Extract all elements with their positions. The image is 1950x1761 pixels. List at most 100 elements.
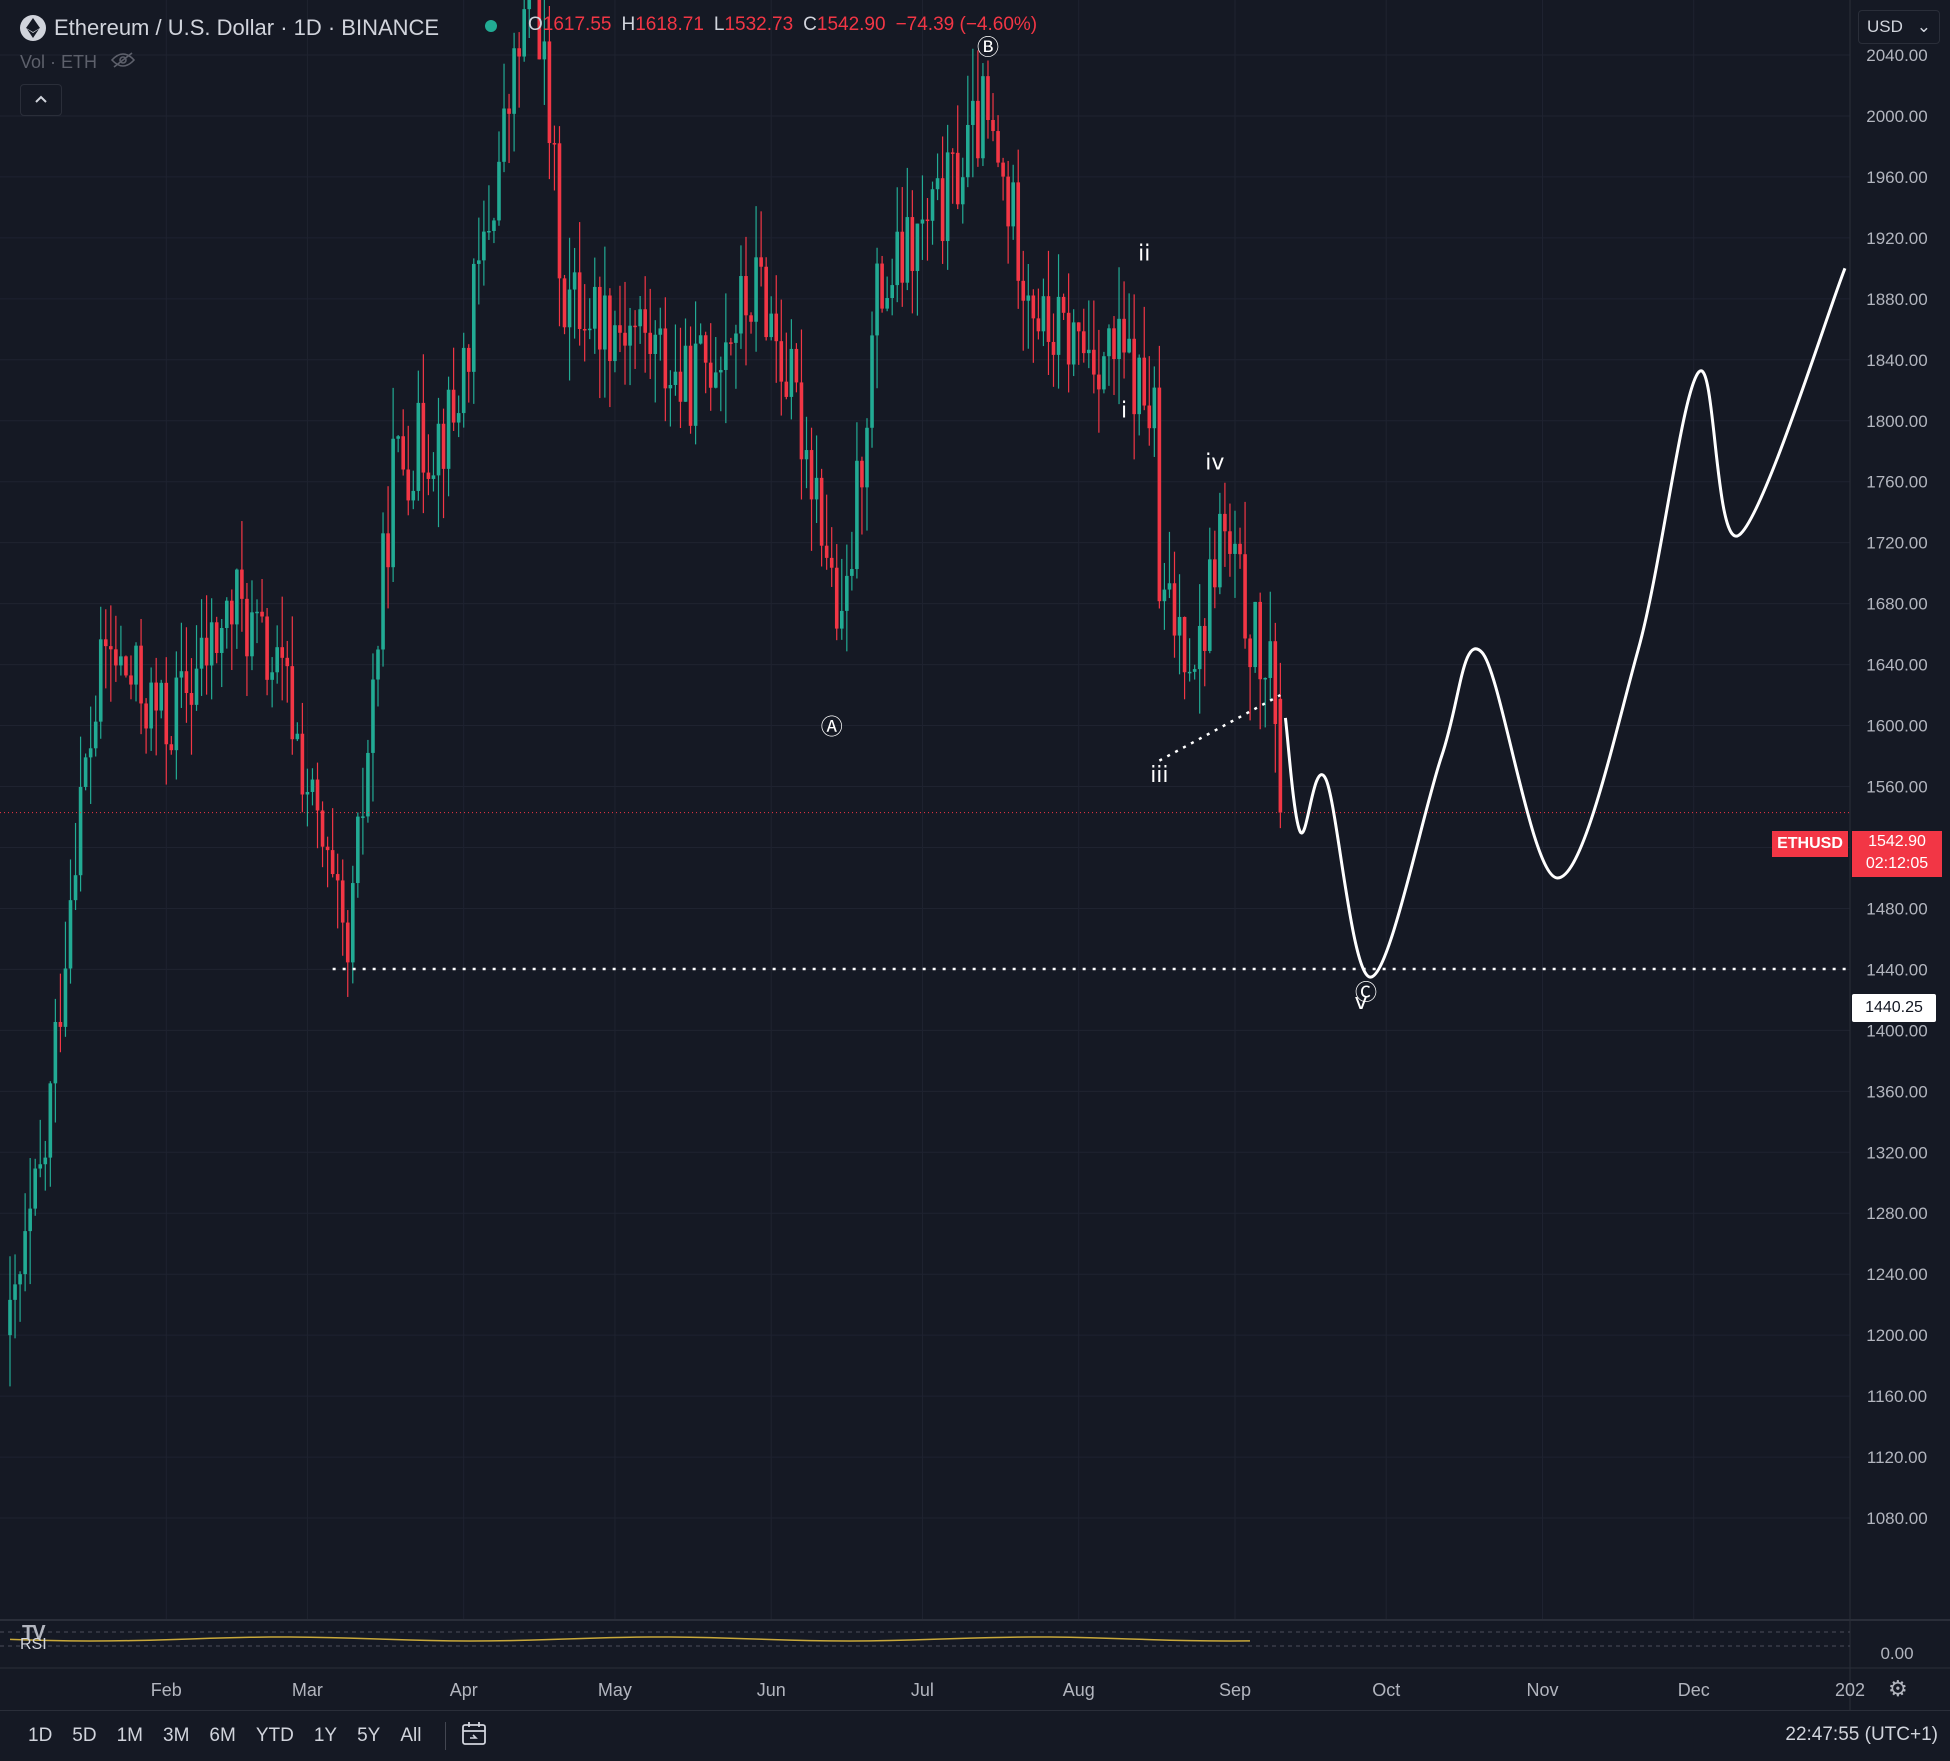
candle-body bbox=[845, 575, 849, 611]
candle-body bbox=[1107, 328, 1111, 357]
wave-label[interactable]: ii bbox=[1138, 242, 1150, 267]
candle-body bbox=[628, 325, 632, 346]
range-all-button[interactable]: All bbox=[400, 1725, 422, 1746]
candle-body bbox=[487, 230, 491, 233]
y-tick-label: 1760.00 bbox=[1866, 473, 1927, 492]
candle-body bbox=[971, 100, 975, 125]
candle-body bbox=[960, 177, 965, 205]
candle-body bbox=[386, 533, 390, 568]
horizontal-level-tag[interactable]: 1440.25 bbox=[1852, 994, 1936, 1022]
candle-body bbox=[1207, 559, 1212, 651]
candle-body bbox=[426, 472, 431, 479]
x-tick-label: Mar bbox=[292, 1680, 323, 1700]
x-tick-label: Jun bbox=[757, 1680, 786, 1700]
tradingview-logo-icon[interactable]: TV bbox=[22, 1622, 46, 1644]
candle-body bbox=[507, 108, 511, 114]
candle-body bbox=[194, 668, 199, 705]
candle-body bbox=[502, 108, 506, 162]
candle-body bbox=[109, 646, 113, 650]
x-tick-label: Nov bbox=[1526, 1680, 1558, 1700]
candle-body bbox=[139, 645, 143, 704]
volume-label: Vol · ETH bbox=[20, 52, 98, 72]
range-3m-button[interactable]: 3M bbox=[163, 1725, 190, 1746]
wave-label[interactable]: Ⓐ bbox=[821, 716, 843, 741]
projection-path[interactable] bbox=[1283, 267, 1847, 979]
candle-body bbox=[1127, 338, 1131, 353]
candle-body bbox=[517, 48, 521, 57]
collapse-legend-button[interactable] bbox=[20, 84, 62, 116]
wave-label[interactable]: Ⓒ bbox=[1355, 981, 1377, 1006]
candle-body bbox=[1167, 583, 1172, 590]
candle-body bbox=[739, 276, 743, 334]
candle-body bbox=[915, 223, 920, 272]
y-tick-label: 1880.00 bbox=[1866, 290, 1927, 309]
range-ytd-button[interactable]: YTD bbox=[255, 1725, 294, 1746]
candle-body bbox=[678, 371, 683, 402]
range-1y-button[interactable]: 1Y bbox=[313, 1725, 338, 1746]
range-6m-button[interactable]: 6M bbox=[209, 1725, 236, 1746]
candle-body bbox=[603, 295, 607, 350]
candle-body bbox=[744, 276, 748, 316]
range-1d-button[interactable]: 1D bbox=[28, 1725, 53, 1746]
currency-select[interactable]: USD ⌄ bbox=[1858, 10, 1940, 44]
candle-body bbox=[68, 900, 73, 969]
candle-body bbox=[33, 1168, 38, 1209]
symbol-title[interactable]: Ethereum / U.S. Dollar · 1D · BINANCE bbox=[54, 15, 440, 40]
candle-body bbox=[950, 152, 955, 154]
candle-body bbox=[371, 679, 375, 753]
candle-body bbox=[688, 345, 693, 426]
candle-body bbox=[1076, 322, 1081, 332]
y-tick-label: 1240.00 bbox=[1866, 1265, 1927, 1284]
candle-body bbox=[1006, 176, 1010, 227]
price-axis: 2040.00 2000.00 1960.00 1920.00 1880.00 1840.… bbox=[1866, 46, 1927, 1528]
candle-body bbox=[461, 347, 466, 414]
candle-body bbox=[834, 567, 839, 629]
candle-body bbox=[310, 779, 315, 792]
range-1m-button[interactable]: 1M bbox=[116, 1725, 143, 1746]
candle-body bbox=[935, 178, 940, 190]
current-price: 1542.90 bbox=[1868, 833, 1926, 850]
candle-body bbox=[910, 217, 915, 272]
candle-body bbox=[93, 721, 98, 749]
range-5y-button[interactable]: 5Y bbox=[357, 1725, 381, 1746]
settings-gear-icon[interactable]: ⚙ bbox=[1888, 1676, 1908, 1701]
candle-body bbox=[144, 703, 148, 729]
candle-body bbox=[184, 671, 189, 694]
candle-body bbox=[114, 649, 118, 666]
candle-body bbox=[875, 263, 879, 336]
candle-body bbox=[1026, 295, 1031, 301]
candle-body bbox=[240, 569, 244, 599]
candle-body bbox=[1051, 341, 1056, 355]
candle-body bbox=[1273, 641, 1278, 725]
candle-body bbox=[174, 677, 179, 751]
candle-body bbox=[633, 325, 637, 328]
candle-body bbox=[1137, 357, 1142, 415]
currency-value: USD bbox=[1867, 17, 1903, 36]
candle-body bbox=[88, 748, 93, 758]
wave-label[interactable]: iv bbox=[1205, 451, 1224, 476]
candle-body bbox=[23, 1231, 27, 1275]
eye-hidden-icon[interactable] bbox=[110, 52, 136, 73]
candle-body bbox=[477, 260, 481, 264]
candle-body bbox=[189, 693, 194, 705]
candle-body bbox=[38, 1164, 43, 1169]
wave-label[interactable]: Ⓑ bbox=[977, 36, 999, 61]
candle-body bbox=[663, 328, 668, 389]
candle-body bbox=[1081, 331, 1086, 354]
wave-label[interactable]: i bbox=[1121, 399, 1127, 424]
candle-body bbox=[260, 611, 264, 617]
calendar-goto-icon[interactable] bbox=[460, 1721, 488, 1752]
chart-clock[interactable]: 22:47:55 (UTC+1) bbox=[1785, 1724, 1938, 1745]
y-tick-label: 2040.00 bbox=[1866, 46, 1927, 65]
candle-body bbox=[900, 231, 905, 283]
wave-label[interactable]: iii bbox=[1150, 763, 1168, 788]
y-tick-label: 1560.00 bbox=[1866, 778, 1927, 797]
candle-body bbox=[209, 622, 214, 666]
candle-body bbox=[698, 335, 703, 344]
range-5d-button[interactable]: 5D bbox=[72, 1725, 97, 1746]
candle-body bbox=[1046, 296, 1051, 342]
y-tick-label: 1680.00 bbox=[1866, 595, 1927, 614]
wave-label[interactable]: v bbox=[1354, 990, 1367, 1015]
symbol-price-tag: ETHUSD bbox=[1772, 831, 1848, 857]
